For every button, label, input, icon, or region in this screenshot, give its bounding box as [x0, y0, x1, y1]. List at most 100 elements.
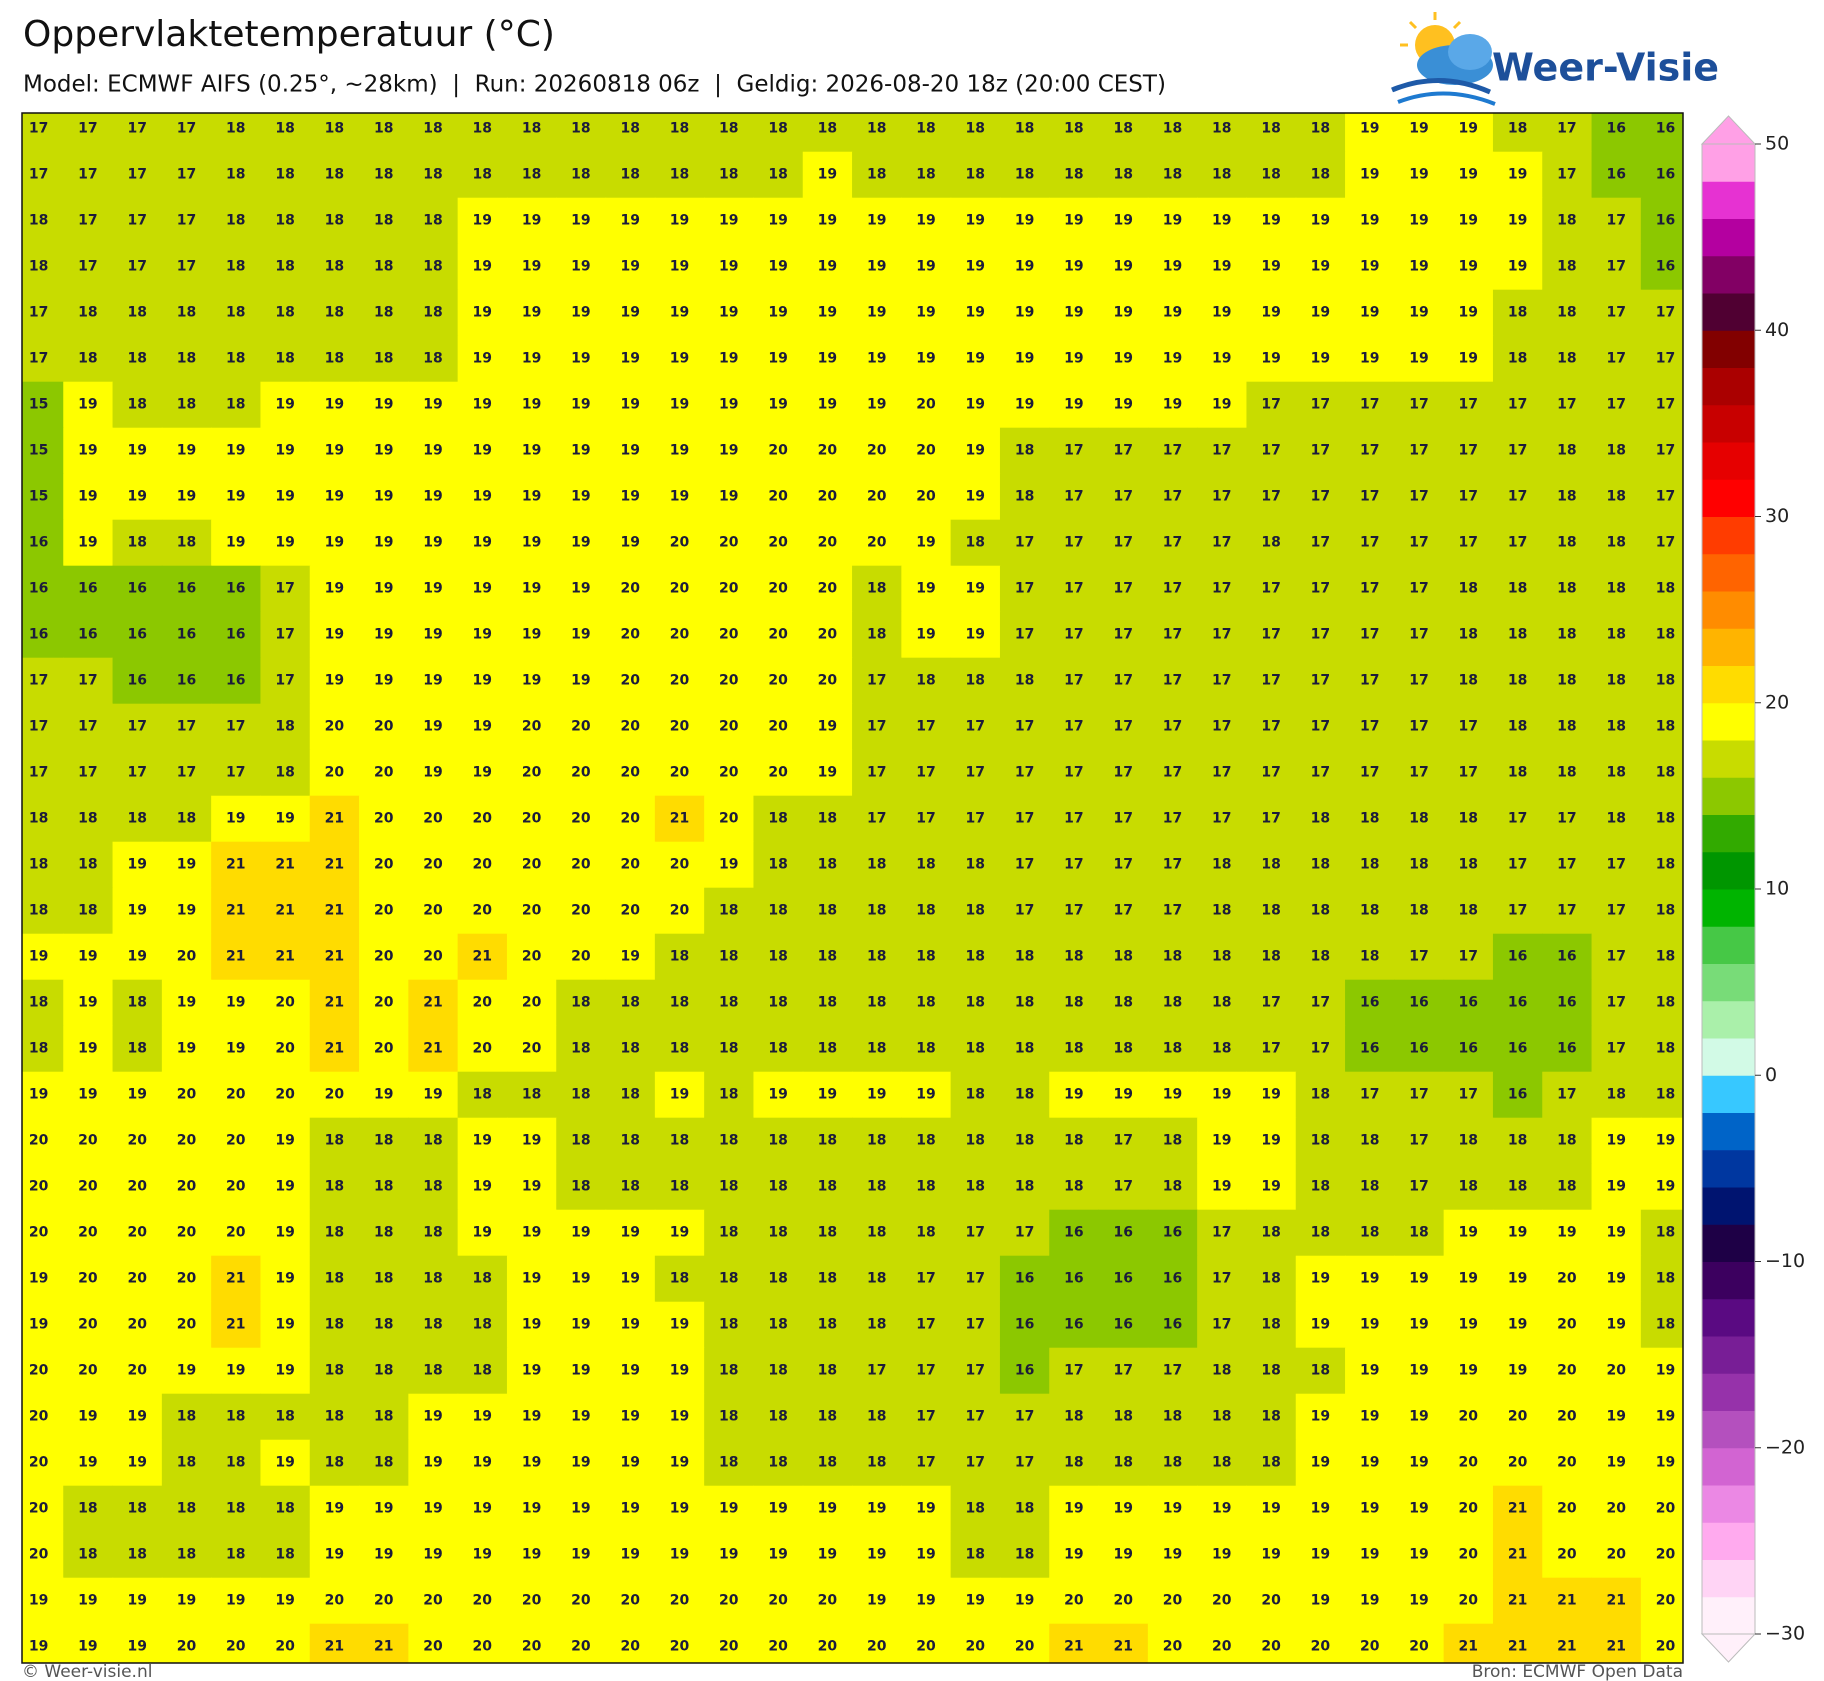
temperature-label: 18 — [1163, 1041, 1182, 1057]
temperature-label: 19 — [867, 1501, 886, 1517]
temperature-label: 20 — [29, 1225, 49, 1241]
temperature-label: 16 — [1163, 1271, 1182, 1287]
temperature-cell — [1542, 335, 1593, 383]
temperature-label: 19 — [473, 1225, 492, 1241]
temperature-label: 19 — [916, 259, 935, 275]
temperature-label: 20 — [719, 811, 739, 827]
temperature-label: 19 — [1409, 1593, 1428, 1609]
temperature-cell — [1246, 289, 1297, 337]
temperature-cell — [1394, 1209, 1445, 1257]
temperature-label: 18 — [275, 121, 294, 137]
temperature-cell — [1049, 197, 1100, 245]
temperature-cell — [1640, 243, 1684, 291]
temperature-cell — [1246, 1163, 1297, 1211]
temperature-cell — [359, 1623, 409, 1664]
temperature-cell — [1098, 1301, 1149, 1349]
temperature-cell — [112, 887, 163, 935]
temperature-cell — [359, 1347, 409, 1395]
temperature-cell — [802, 933, 853, 981]
temperature-cell — [852, 703, 902, 751]
temperature-cell — [802, 335, 853, 383]
temperature-cell — [1049, 151, 1100, 199]
temperature-label: 17 — [1459, 1087, 1478, 1103]
temperature-cell — [1246, 1347, 1297, 1395]
temperature-cell — [408, 151, 459, 199]
temperature-cell — [901, 1071, 952, 1119]
temperature-cell — [1640, 1071, 1684, 1119]
temperature-label: 18 — [423, 1225, 442, 1241]
temperature-label: 20 — [473, 1041, 493, 1057]
temperature-label: 18 — [768, 1225, 787, 1241]
temperature-label: 19 — [1261, 1133, 1280, 1149]
temperature-cell — [704, 1301, 754, 1349]
temperature-label: 19 — [1015, 259, 1034, 275]
temperature-label: 17 — [1163, 535, 1182, 551]
temperature-cell — [1197, 887, 1247, 935]
temperature-cell — [309, 1347, 360, 1395]
temperature-label: 18 — [226, 351, 245, 367]
temperature-label: 17 — [1015, 1409, 1034, 1425]
temperature-cell — [1443, 841, 1494, 889]
temperature-cell — [1246, 657, 1297, 705]
temperature-cell — [309, 1301, 360, 1349]
temperature-label: 17 — [1261, 489, 1280, 505]
temperature-cell — [1394, 1531, 1445, 1579]
temperature-cell — [753, 795, 804, 843]
temperature-label: 19 — [374, 535, 393, 551]
temperature-label: 20 — [1606, 1363, 1626, 1379]
temperature-cell — [1098, 933, 1149, 981]
temperature-cell — [1443, 1347, 1494, 1395]
temperature-cell — [1098, 335, 1149, 383]
temperature-cell — [654, 979, 705, 1027]
temperature-cell — [1394, 335, 1445, 383]
temperature-cell — [556, 1531, 607, 1579]
temperature-label: 17 — [1409, 535, 1428, 551]
temperature-cell — [950, 381, 1001, 429]
temperature-label: 20 — [620, 765, 640, 781]
temperature-cell — [359, 1439, 409, 1487]
temperature-cell — [506, 427, 557, 475]
temperature-cell — [852, 473, 902, 521]
temperature-cell — [63, 113, 114, 153]
temperature-cell — [1542, 565, 1593, 613]
temperature-label: 18 — [29, 995, 48, 1011]
temperature-label: 19 — [571, 489, 590, 505]
temperature-cell — [1345, 473, 1395, 521]
temperature-cell — [457, 1209, 508, 1257]
temperature-cell — [457, 795, 508, 843]
temperature-cell — [901, 1347, 952, 1395]
temperature-label: 18 — [1557, 213, 1576, 229]
temperature-cell — [1197, 933, 1247, 981]
temperature-label: 18 — [423, 1363, 442, 1379]
temperature-cell — [63, 749, 114, 797]
temperature-cell — [309, 1117, 360, 1165]
temperature-label: 18 — [1508, 1133, 1527, 1149]
temperature-label: 20 — [1557, 1455, 1577, 1471]
temperature-label: 19 — [78, 1087, 97, 1103]
temperature-label: 16 — [1557, 1041, 1576, 1057]
temperature-label: 21 — [1557, 1593, 1576, 1609]
temperature-cell — [63, 703, 114, 751]
temperature-label: 18 — [916, 857, 935, 873]
temperature-cell — [1542, 1485, 1593, 1533]
temperature-cell — [112, 335, 163, 383]
temperature-label: 19 — [1311, 1593, 1330, 1609]
temperature-label: 20 — [620, 627, 640, 643]
temperature-label: 18 — [1113, 949, 1132, 965]
temperature-label: 18 — [1409, 1225, 1428, 1241]
temperature-cell — [901, 1577, 952, 1625]
temperature-label: 19 — [177, 443, 196, 459]
temperature-cell — [1246, 335, 1297, 383]
temperature-cell — [1394, 933, 1445, 981]
temperature-label: 18 — [768, 1133, 787, 1149]
temperature-label: 16 — [1015, 1271, 1034, 1287]
temperature-label: 20 — [719, 627, 739, 643]
colorbar-segment — [1702, 628, 1755, 666]
temperature-label: 20 — [571, 903, 591, 919]
temperature-cell — [161, 113, 212, 153]
temperature-label: 18 — [1064, 995, 1083, 1011]
temperature-label: 19 — [1064, 351, 1083, 367]
temperature-label: 19 — [423, 535, 442, 551]
temperature-cell — [753, 611, 804, 659]
temperature-cell — [1295, 243, 1346, 291]
